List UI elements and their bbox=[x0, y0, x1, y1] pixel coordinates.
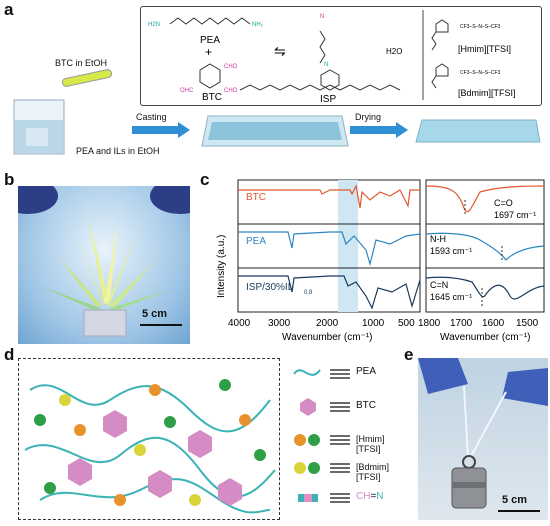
beaker bbox=[13, 99, 65, 155]
mold-tray bbox=[201, 115, 349, 147]
x-tick-2000: 2000 bbox=[316, 318, 339, 329]
plus-sign: + bbox=[205, 45, 212, 59]
water-label: H2O bbox=[386, 47, 402, 56]
scale-label-b: 5 cm bbox=[142, 308, 168, 320]
casting-arrow bbox=[132, 122, 190, 138]
anno-nh-value: 1593 cm⁻¹ bbox=[430, 246, 472, 256]
anno-co-value: 1697 cm⁻¹ bbox=[494, 210, 536, 220]
series-btc: BTC bbox=[246, 192, 266, 203]
scale-bar-b bbox=[140, 324, 182, 326]
drying-label: Drying bbox=[355, 112, 382, 122]
x-tick-4000: 4000 bbox=[228, 318, 251, 329]
isp-label: ISP bbox=[320, 94, 336, 104]
anno-nh-label: N-H bbox=[430, 234, 446, 244]
anno-co-label: C=O bbox=[494, 198, 513, 208]
casting-label: Casting bbox=[136, 112, 167, 122]
btc-zoom-curve bbox=[425, 185, 545, 213]
aloe-sculpture bbox=[18, 186, 190, 337]
btc-in-etoh-label: BTC in EtOH bbox=[55, 58, 108, 68]
panel-label-c: c bbox=[200, 170, 210, 189]
legend-eq: = bbox=[370, 491, 377, 502]
bdmim-label: [Bdmim][TFSI] bbox=[458, 88, 516, 98]
hanging-weight bbox=[418, 358, 548, 509]
x-tick-3000: 3000 bbox=[268, 318, 291, 329]
pea-curve bbox=[238, 231, 421, 267]
panel-label-b: b bbox=[4, 170, 15, 189]
x-axis-label-left: Wavenumber (cm⁻¹) bbox=[282, 332, 372, 343]
test-tube bbox=[61, 69, 113, 87]
highlight-band bbox=[338, 180, 358, 312]
left-plot-frame bbox=[237, 179, 421, 313]
network-schematic-box bbox=[18, 358, 280, 520]
legend-ch: CH bbox=[356, 491, 371, 502]
svg-text:OHC: OHC bbox=[180, 88, 194, 94]
svg-text:N: N bbox=[320, 14, 324, 20]
btc-label: BTC bbox=[202, 92, 222, 103]
btc-cho-1: CHO bbox=[224, 64, 238, 70]
pea-amine-left: H2N bbox=[148, 22, 160, 28]
aloe-photo: 5 cm bbox=[18, 186, 190, 344]
scale-bar-e bbox=[498, 510, 540, 512]
isp-zoom-curve bbox=[425, 276, 545, 300]
legend-bdmim: [Bdmim][TFSI] bbox=[356, 462, 390, 482]
series-isp: ISP/30%IL bbox=[246, 282, 294, 293]
panel-label-e: e bbox=[404, 345, 414, 364]
pea-label: PEA bbox=[200, 35, 220, 46]
hmim-label: [Hmim][TFSI] bbox=[458, 44, 511, 54]
legend-btc: BTC bbox=[356, 400, 376, 411]
svg-text:CHO: CHO bbox=[224, 88, 238, 94]
legend-d: PEA BTC [Hmim][TFSI] [Bdmim][TFSI] CH=N bbox=[290, 360, 400, 520]
legend-n: N bbox=[376, 491, 384, 502]
pea-ils-label: PEA and ILs in EtOH bbox=[76, 146, 160, 156]
y-axis-label: Intensity (a.u.) bbox=[216, 235, 227, 298]
legend-imine: CH=N bbox=[356, 491, 384, 502]
x-tick-1600: 1600 bbox=[482, 318, 505, 329]
x-tick-500: 500 bbox=[398, 318, 415, 329]
equilibrium-arrow: ⇋ bbox=[274, 43, 286, 59]
x-tick-1500: 1500 bbox=[516, 318, 539, 329]
ftir-chart: BTC PEA ISP/30%IL 0.8 Intensity (a.u.) 4… bbox=[216, 179, 545, 343]
panel-a: H2N NH₂ PEA + CHO OHC CHO BTC ⇋ N N ISP … bbox=[0, 0, 550, 168]
reaction-scheme: H2N NH₂ PEA + CHO OHC CHO BTC ⇋ N N ISP … bbox=[148, 10, 516, 104]
series-isp-sub: 0.8 bbox=[304, 290, 313, 296]
panel-label-d: d bbox=[4, 345, 15, 364]
x-tick-1700: 1700 bbox=[450, 318, 473, 329]
panel-label-a: a bbox=[4, 0, 14, 19]
anno-cn-value: 1645 cm⁻¹ bbox=[430, 292, 472, 302]
reaction-scheme-box bbox=[140, 6, 542, 106]
weight-photo: 5 cm bbox=[418, 358, 548, 520]
scale-label-e: 5 cm bbox=[502, 494, 528, 506]
isp-curve bbox=[238, 275, 421, 310]
x-axis-label-right: Wavenumber (cm⁻¹) bbox=[440, 332, 530, 343]
legend-pea: PEA bbox=[356, 366, 377, 377]
svg-text:NH₂: NH₂ bbox=[252, 22, 264, 28]
legend-hmim: [Hmim][TFSI] bbox=[356, 434, 385, 454]
pea-zoom-curve bbox=[425, 232, 545, 261]
x-tick-1800: 1800 bbox=[418, 318, 441, 329]
anion-1: CF3–S–N–S–CF3 bbox=[460, 24, 501, 30]
x-tick-1000: 1000 bbox=[362, 318, 385, 329]
drying-arrow bbox=[350, 122, 408, 138]
panel-c: BTC PEA ISP/30%IL 0.8 Intensity (a.u.) 4… bbox=[210, 178, 550, 346]
anno-cn-label: C=N bbox=[430, 280, 448, 290]
btc-curve bbox=[238, 184, 420, 209]
series-pea: PEA bbox=[246, 236, 266, 247]
svg-text:N: N bbox=[324, 62, 328, 68]
dried-film bbox=[415, 119, 541, 143]
svg-text:CF3–S–N–S–CF3: CF3–S–N–S–CF3 bbox=[460, 70, 501, 76]
network-schematic bbox=[24, 379, 276, 514]
